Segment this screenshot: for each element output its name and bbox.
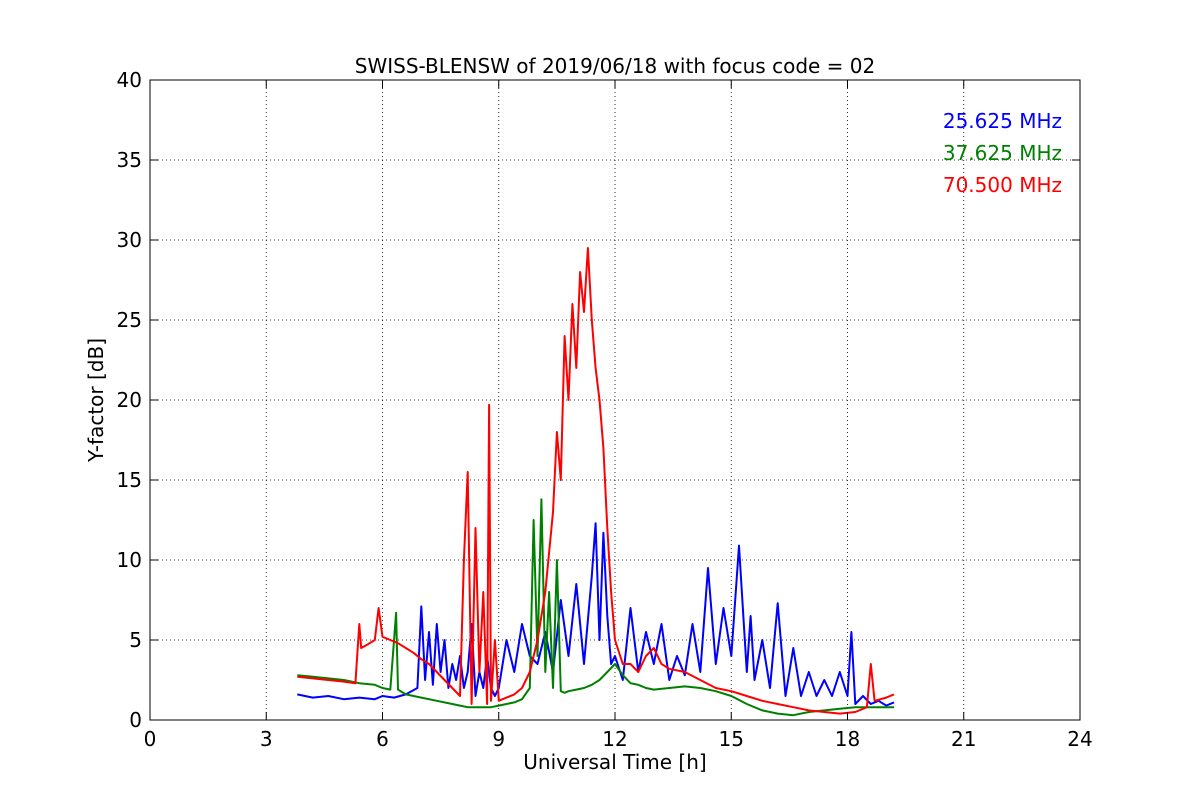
legend: 25.625 MHz 37.625 MHz 70.500 MHz (943, 109, 1062, 197)
y-axis-title: Y-factor [dB] (84, 338, 108, 463)
x-tick-label: 12 (602, 727, 627, 751)
series-line-3 (297, 247, 895, 715)
x-tick-label: 9 (492, 727, 505, 751)
legend-entry-3: 70.500 MHz (943, 173, 1062, 197)
x-tick-label: 6 (376, 727, 389, 751)
y-tick-label: 25 (117, 308, 142, 332)
x-axis-title: Universal Time [h] (523, 750, 706, 774)
series-line-2 (297, 498, 894, 717)
x-tick-label: 21 (951, 727, 976, 751)
x-tick-label: 15 (719, 727, 744, 751)
y-tick-label: 10 (117, 548, 142, 572)
y-tick-label: 5 (129, 628, 142, 652)
x-tick-label: 0 (144, 727, 157, 751)
series-layer (297, 247, 895, 717)
y-tick-label: 40 (117, 68, 142, 92)
y-tick-label: 0 (129, 708, 142, 732)
y-tick-label: 35 (117, 148, 142, 172)
ticks: 0 3 6 9 12 15 18 21 24 0 5 10 15 20 25 30 35 40 (117, 68, 1093, 751)
chart-title: SWISS-BLENSW of 2019/06/18 with focus co… (355, 54, 876, 78)
y-tick-label: 30 (117, 228, 142, 252)
legend-entry-2: 37.625 MHz (943, 141, 1062, 165)
series-line-1 (297, 522, 895, 707)
y-tick-label: 20 (117, 388, 142, 412)
legend-entry-1: 25.625 MHz (943, 109, 1062, 133)
x-tick-label: 18 (835, 727, 860, 751)
x-tick-label: 3 (260, 727, 273, 751)
x-tick-label: 24 (1067, 727, 1092, 751)
y-tick-label: 15 (117, 468, 142, 492)
